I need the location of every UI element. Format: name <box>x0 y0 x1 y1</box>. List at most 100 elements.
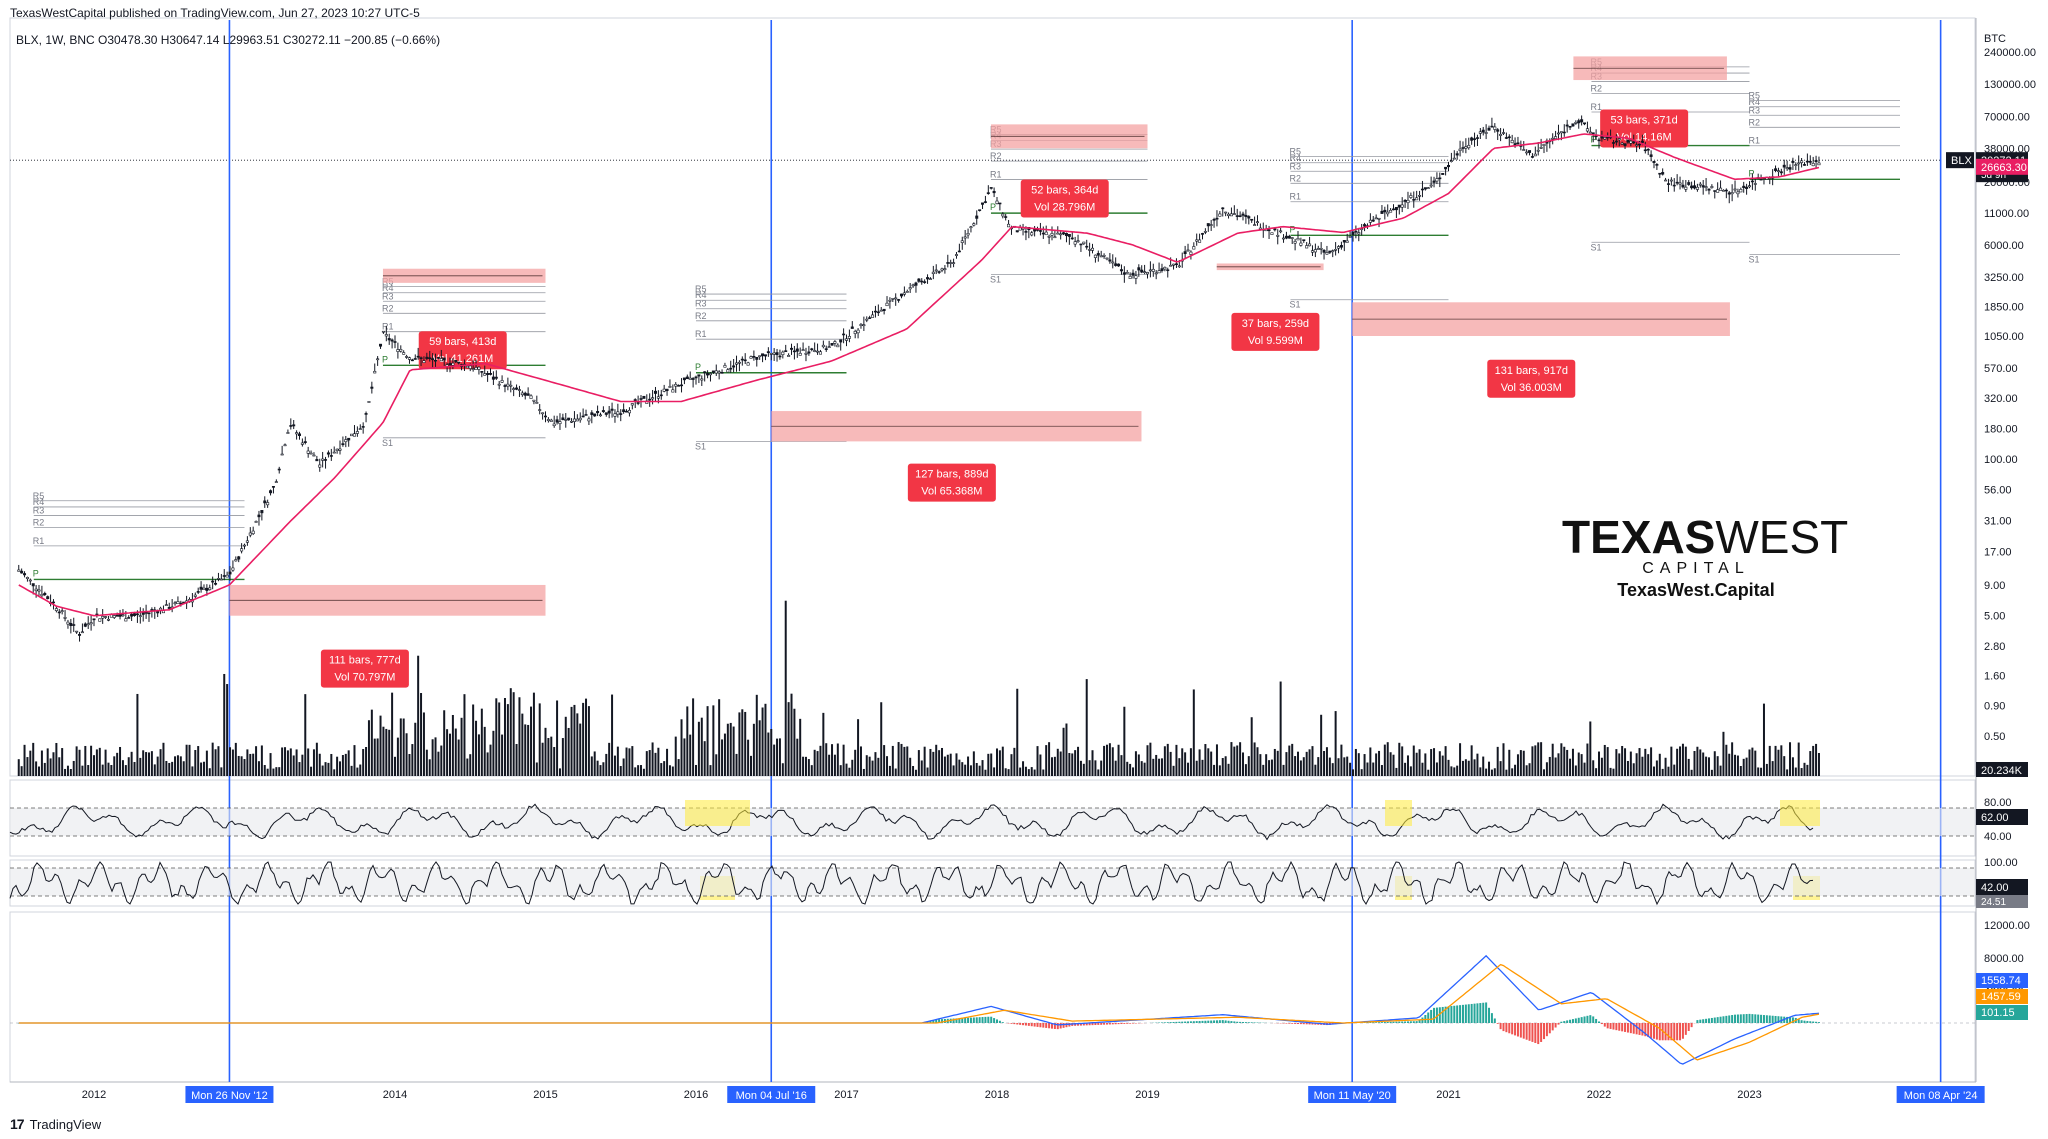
candle-body <box>1441 173 1445 175</box>
volume-bar <box>1117 744 1120 776</box>
volume-bar <box>1068 753 1071 776</box>
volume-bar <box>336 756 339 776</box>
time-marker: Mon 11 May '20 <box>1314 1090 1391 1102</box>
candle-body <box>1794 164 1798 166</box>
candle-body <box>1325 252 1329 255</box>
candle-body <box>352 433 356 437</box>
volume-bar <box>570 706 573 776</box>
range-label: 37 bars, 259d <box>1242 318 1309 330</box>
volume-bar <box>1259 754 1262 776</box>
candle-body <box>494 376 498 379</box>
volume-bar <box>512 692 515 776</box>
macd-hist <box>1409 1021 1412 1023</box>
volume-bar <box>1048 742 1051 776</box>
candle-body <box>515 387 519 390</box>
resistance-label: R1 <box>695 329 707 339</box>
macd-pane <box>10 954 1975 1065</box>
volume-bar <box>1308 749 1311 776</box>
volume-bar <box>854 749 857 776</box>
macd-hist <box>1719 1016 1722 1023</box>
macd-hist <box>1459 1005 1462 1023</box>
candle-body <box>1571 123 1575 127</box>
macd-hist <box>1195 1021 1198 1023</box>
candle-body <box>1496 129 1500 132</box>
candle-body <box>743 359 747 362</box>
volume-bar <box>651 742 654 776</box>
candle-body <box>1800 160 1804 163</box>
volume-bar <box>394 756 396 776</box>
candle-body <box>1776 170 1780 172</box>
macd-hist <box>1404 1021 1407 1023</box>
volume-bar <box>1777 749 1780 776</box>
candle-body <box>1293 241 1297 244</box>
time-axis[interactable]: 2012 2014 2015 2016 2017 2018 2019 2021 2022 2023… <box>82 1086 1985 1103</box>
volume-bar <box>1450 766 1453 776</box>
candle-body <box>1227 213 1231 216</box>
candle-body <box>850 326 854 329</box>
macd-hist <box>1242 1022 1245 1023</box>
candle-body <box>1464 146 1468 149</box>
volume-bar <box>1496 746 1499 776</box>
candle-body <box>269 490 273 494</box>
candle-body <box>584 414 588 416</box>
candle-body <box>1221 207 1225 210</box>
price-axis[interactable]: 240000.00130000.0070000.0038000.0020000.… <box>1946 33 2036 1020</box>
candle-body <box>1192 246 1196 250</box>
volume-bar <box>1398 742 1401 776</box>
rsi-tick: 40.00 <box>1984 831 2012 843</box>
candle-body <box>1319 248 1323 250</box>
volume-bar <box>1215 744 1218 776</box>
volume-bar <box>996 748 998 776</box>
macd-hist <box>1485 1002 1488 1023</box>
volume-bar <box>1317 757 1320 776</box>
logo-wordmark: TEXASWEST <box>1562 511 1849 563</box>
volume-bar <box>1629 751 1632 776</box>
volume-bar <box>1560 743 1563 776</box>
volume-bar <box>1019 767 1022 776</box>
volume-bar <box>998 750 1001 776</box>
candle-body <box>775 352 779 355</box>
volume-bar <box>388 729 391 776</box>
macd-hist <box>1030 1023 1033 1027</box>
macd-hist <box>929 1020 932 1023</box>
candle-body <box>769 353 773 355</box>
volume-bar <box>1719 765 1722 776</box>
macd-hist <box>1650 1023 1653 1038</box>
volume-bar <box>1187 762 1190 776</box>
candle-body <box>1409 195 1413 198</box>
macd-hist <box>1612 1023 1615 1030</box>
macd-hist <box>1652 1023 1655 1039</box>
macd-hist <box>1010 1023 1013 1024</box>
candle-body <box>1273 228 1277 231</box>
candle-body <box>665 388 669 392</box>
candle-body <box>1200 233 1204 235</box>
macd-hist <box>1369 1022 1372 1023</box>
volume-bar <box>35 761 38 776</box>
range-label-bg <box>1487 359 1576 398</box>
volume-bar <box>967 756 970 776</box>
volume-bar <box>553 747 556 776</box>
volume-bar <box>755 694 758 776</box>
macd-hist <box>1311 1023 1314 1025</box>
candle-body <box>697 374 701 377</box>
volume-bar <box>451 714 454 776</box>
candle-body <box>613 413 617 417</box>
macd-hist <box>17 1023 20 1024</box>
candle-body <box>263 500 267 504</box>
volume-bar <box>790 693 793 776</box>
volume-bar <box>1592 760 1595 776</box>
volume-bar <box>281 747 284 776</box>
volume-bar <box>480 708 483 776</box>
symbol-legend[interactable]: BLX, 1W, BNC O30478.30 H30647.14 L29963.… <box>16 33 441 47</box>
macd-hist <box>981 1017 984 1023</box>
macd-hist <box>1001 1022 1004 1023</box>
candle-body <box>1403 200 1407 202</box>
volume-bar <box>1001 746 1004 776</box>
volume-bar <box>66 765 69 776</box>
candle-body <box>1516 142 1520 145</box>
macd-hist <box>1496 1023 1499 1024</box>
candle-body <box>920 280 924 283</box>
tradingview-logo[interactable]: 17 TradingView <box>10 1116 102 1132</box>
macd-hist <box>1053 1023 1056 1029</box>
macd-hist <box>1696 1020 1699 1023</box>
